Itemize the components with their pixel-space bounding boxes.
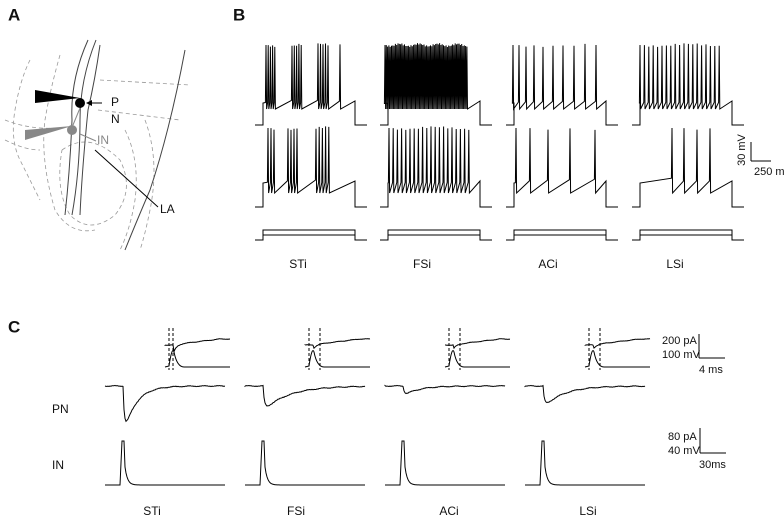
voltage-trace (255, 43, 367, 126)
in-voltage-trace (245, 440, 365, 486)
cell-type-label: STi (143, 504, 161, 518)
anatomy-label: IN (97, 133, 109, 147)
stimulus-step (255, 229, 367, 241)
pn-current-trace (104, 384, 226, 423)
pn-current-trace (384, 384, 506, 395)
inset-current-trace (164, 338, 231, 354)
voltage-trace (255, 126, 367, 208)
inset-voltage-trace (304, 350, 370, 368)
panel-label: A (8, 5, 20, 24)
scale-label: 40 mV (668, 445, 700, 457)
panel-label: C (8, 317, 20, 336)
stimulus-step (632, 229, 744, 241)
voltage-trace (380, 43, 492, 126)
scale-label: 100 mV (662, 349, 701, 361)
scale-label: 30 mV (736, 133, 748, 165)
connection (72, 107, 81, 126)
voltage-trace (506, 43, 618, 126)
scale-label: 80 pA (668, 431, 697, 443)
voltage-trace (632, 43, 744, 126)
outline (119, 119, 155, 251)
voltage-trace (506, 127, 618, 208)
recording-electrode (35, 90, 80, 103)
voltage-trace (632, 127, 744, 208)
in-cell (67, 125, 77, 135)
voltage-trace (380, 126, 492, 208)
inset-current-trace (304, 338, 371, 350)
row-label: IN (52, 458, 64, 472)
in-voltage-trace (385, 440, 505, 486)
panel-label: B (233, 5, 245, 24)
row-label: PN (52, 402, 69, 416)
cell-type-label: FSi (287, 504, 305, 518)
scale-label: 200 pA (662, 335, 698, 347)
in-voltage-trace (105, 440, 225, 486)
cell-type-label: LSi (666, 257, 683, 271)
cell-type-label: FSi (413, 257, 431, 271)
pointer-line (94, 149, 159, 208)
arrow-head (86, 100, 92, 106)
inset-voltage-trace (444, 350, 510, 368)
anatomy-label: N (111, 112, 120, 126)
anatomy-drawing (4, 39, 191, 251)
fiber-tract (79, 44, 101, 216)
cell-type-label: STi (289, 257, 307, 271)
cell-type-label: LSi (579, 504, 596, 518)
scale-label: 30ms (699, 459, 726, 471)
outline (43, 54, 96, 232)
stimulus-step (506, 229, 618, 241)
inset-current-trace (584, 338, 651, 349)
anatomy-label: P (111, 95, 119, 109)
anatomy-label: LA (160, 202, 175, 216)
outline (4, 79, 191, 151)
scale-label: 250 ms (754, 166, 784, 178)
stim-electrode (25, 126, 72, 140)
inset-current-trace (445, 338, 511, 350)
pn-current-trace (524, 384, 646, 404)
inset-voltage-trace (164, 350, 230, 368)
pn-current-trace (244, 384, 366, 407)
pn-cell (75, 98, 85, 108)
fiber-tract (64, 39, 97, 216)
cell-type-label: ACi (439, 504, 458, 518)
scale-label: 4 ms (699, 364, 723, 376)
cell-type-label: ACi (538, 257, 557, 271)
in-voltage-trace (525, 440, 645, 486)
stimulus-step (380, 229, 492, 241)
arrow (79, 133, 97, 142)
inset-voltage-trace (584, 350, 650, 368)
brain-edge (124, 49, 186, 251)
outline (12, 59, 41, 201)
